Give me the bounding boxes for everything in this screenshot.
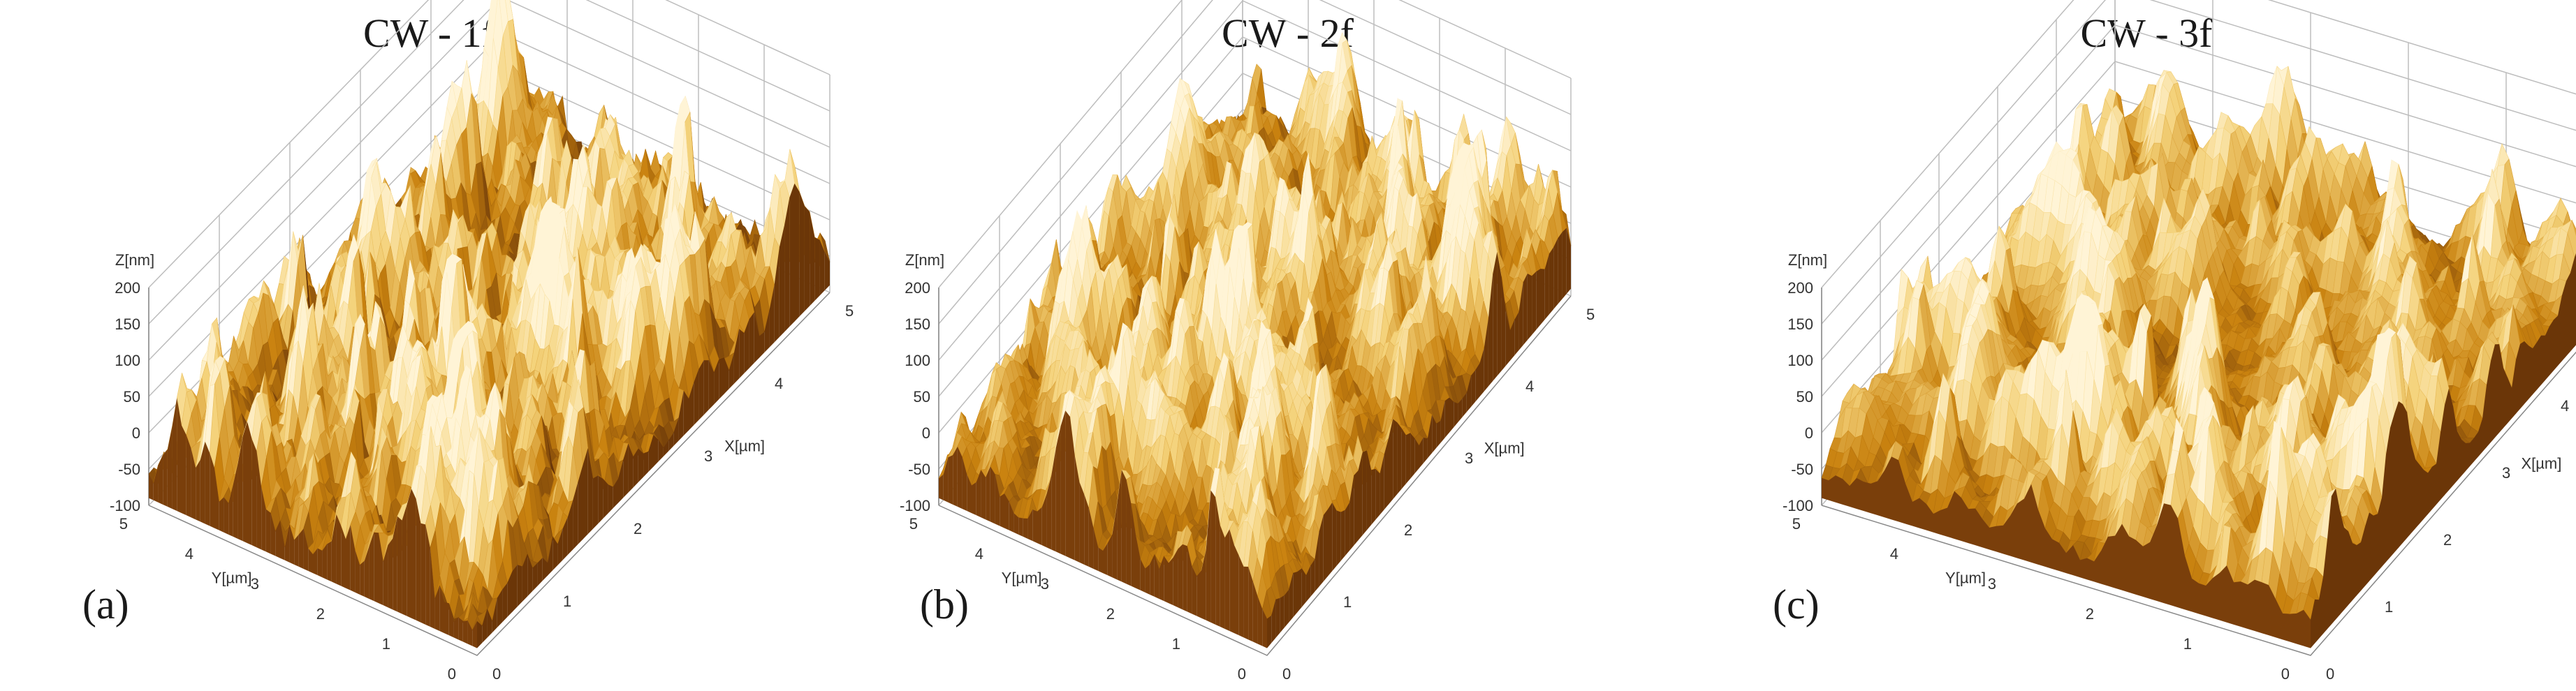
skirt-cell xyxy=(420,523,426,625)
skirt-cell xyxy=(411,489,416,621)
skirt-cell xyxy=(317,548,323,578)
skirt-cell xyxy=(407,489,411,618)
skirt-cell xyxy=(512,565,518,612)
skirt-cell xyxy=(397,516,402,614)
skirt-cell xyxy=(517,565,522,607)
skirt-cell xyxy=(402,505,407,616)
skirt-cell xyxy=(603,479,608,519)
surface-mesh xyxy=(148,0,830,631)
skirt-cell xyxy=(653,435,659,467)
skirt-cell xyxy=(374,532,379,604)
gridline xyxy=(148,0,830,325)
skirt-cell xyxy=(598,475,603,524)
skirt-cell xyxy=(592,475,599,529)
gridline xyxy=(148,0,830,288)
skirt-cell xyxy=(444,602,449,636)
panel-title: CW - 1f xyxy=(363,10,495,56)
floor-edge xyxy=(148,292,830,656)
skirt-cell xyxy=(388,538,393,610)
skirt-cell xyxy=(336,514,342,586)
surface-plot-a: 200150100500-50-100Z[nm]012345012345X[µm… xyxy=(110,0,854,683)
skirt-cell xyxy=(360,560,365,597)
skirt-cell xyxy=(638,448,644,482)
skirt-cell xyxy=(608,484,613,514)
skirt-cell xyxy=(643,452,649,477)
skirt-cell xyxy=(462,621,468,644)
panel-a: CW - 1f 200 150 100 50 0 -50 -100 Z[nm] 0 1 2 3 4 5 0 1… xyxy=(0,0,858,691)
skirt-cell xyxy=(458,617,463,642)
skirt-cell xyxy=(327,541,332,582)
skirt-cell xyxy=(477,621,483,648)
skirt-cell xyxy=(502,583,508,623)
gridline xyxy=(148,0,830,361)
